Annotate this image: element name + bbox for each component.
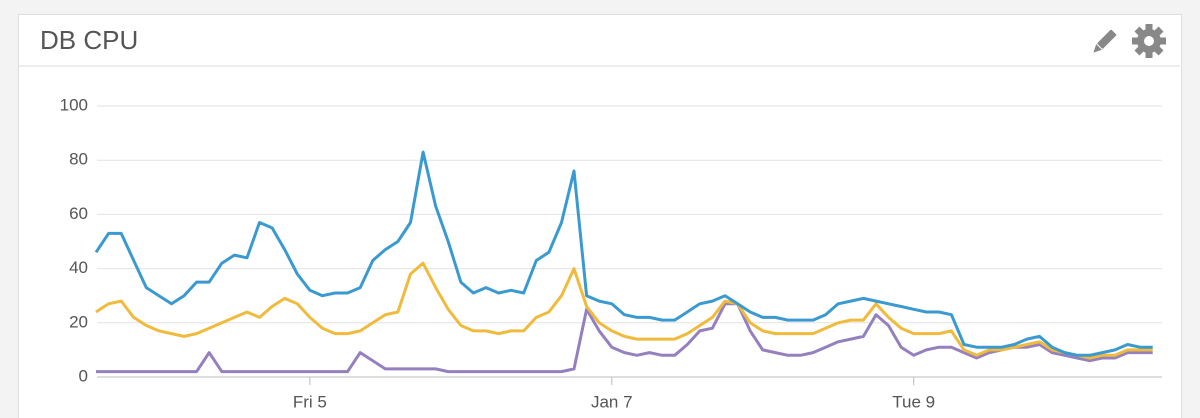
chart-title: DB CPU [40, 25, 138, 55]
series-line [95, 261, 1153, 360]
y-tick-label: 60 [69, 204, 88, 223]
settings-icon[interactable] [1132, 24, 1166, 58]
y-tick-label: 100 [60, 95, 88, 114]
series-line [96, 302, 1153, 374]
y-tick-label: 80 [69, 150, 88, 169]
series-line [94, 150, 1153, 357]
y-tick-label: 40 [69, 258, 88, 277]
y-tick-label: 0 [79, 366, 88, 385]
edit-icon[interactable] [1091, 29, 1117, 55]
x-tick-label: Tue 9 [892, 392, 935, 411]
x-tick-label: Jan 7 [591, 392, 633, 411]
y-tick-label: 20 [69, 312, 88, 331]
x-tick-label: Fri 5 [293, 392, 327, 411]
